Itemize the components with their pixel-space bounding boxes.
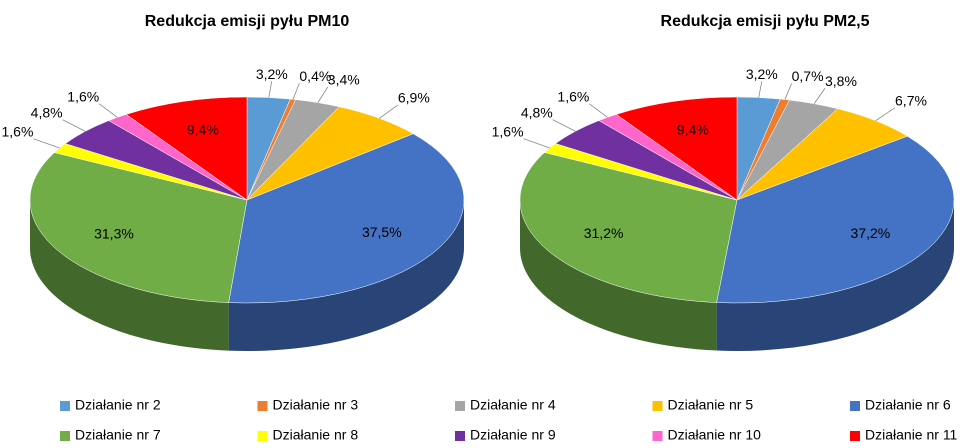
- leader-line: [98, 103, 118, 118]
- pie-slice: [716, 135, 955, 304]
- legend-label: Działanie nr 7: [75, 427, 161, 443]
- pie-slice: [228, 133, 465, 304]
- data-label: 3,4%: [328, 72, 360, 88]
- data-label: 31,2%: [584, 225, 624, 241]
- data-label: 31,3%: [94, 226, 134, 242]
- legend-label: Działanie nr 5: [668, 397, 754, 413]
- data-label: 1,6%: [67, 89, 99, 105]
- chart-title: Redukcja emisji pyłu PM10: [145, 13, 350, 30]
- legend-swatch: [652, 401, 663, 411]
- pie-slice: [125, 96, 248, 201]
- leader-line: [523, 138, 550, 149]
- legend-label: Działanie nr 9: [470, 427, 556, 443]
- leader-line: [552, 119, 576, 132]
- data-label: 1,6%: [492, 123, 524, 139]
- pie-side: [520, 200, 717, 351]
- pie-side: [228, 200, 464, 351]
- data-label: 6,7%: [895, 92, 927, 108]
- pie-slice: [519, 152, 738, 303]
- legend-label: Działanie nr 3: [273, 397, 359, 413]
- pie-side: [716, 200, 954, 351]
- legend-swatch: [652, 431, 663, 441]
- data-label: 4,8%: [31, 104, 63, 120]
- legend-swatch: [257, 401, 268, 411]
- legend-swatch: [850, 401, 860, 411]
- leader-line: [758, 81, 763, 98]
- leader-line: [813, 88, 826, 104]
- leader-line: [784, 83, 792, 100]
- leader-line: [268, 81, 273, 98]
- pie-side: [30, 200, 229, 351]
- data-label: 4,8%: [521, 104, 553, 120]
- legend-label: Działanie nr 6: [865, 397, 951, 413]
- leader-line: [875, 107, 896, 122]
- legend-label: Działanie nr 4: [470, 397, 556, 413]
- data-label: 1,6%: [1, 123, 33, 139]
- legend-swatch: [850, 431, 860, 441]
- legend-label: Działanie nr 10: [668, 427, 762, 443]
- legend-label: Działanie nr 11: [865, 427, 958, 443]
- data-label: 3,8%: [825, 73, 857, 89]
- legend-swatch: [60, 431, 70, 441]
- data-label: 1,6%: [557, 88, 589, 104]
- data-label: 6,9%: [398, 90, 430, 106]
- legend-label: Działanie nr 2: [75, 397, 161, 413]
- legend-swatch: [455, 431, 465, 441]
- pie-slice: [615, 96, 738, 201]
- leader-line: [589, 103, 608, 118]
- data-label: 37,5%: [362, 224, 402, 240]
- pie-slice: [29, 152, 248, 303]
- data-label: 9,4%: [677, 122, 709, 138]
- leader-line: [62, 119, 86, 132]
- leader-line: [379, 104, 399, 119]
- legend-swatch: [60, 401, 70, 411]
- data-label: 0,7%: [792, 68, 824, 84]
- legend-swatch: [455, 401, 465, 411]
- leader-line: [317, 86, 329, 103]
- data-label: 3,2%: [746, 66, 778, 82]
- data-label: 9,4%: [187, 122, 219, 138]
- data-label: 3,2%: [256, 66, 288, 82]
- leader-line: [292, 83, 300, 100]
- legend-swatch: [257, 431, 268, 441]
- leader-line: [33, 138, 60, 149]
- legend-label: Działanie nr 8: [273, 427, 359, 443]
- data-label: 37,2%: [851, 225, 891, 241]
- chart-title: Redukcja emisji pyłu PM2,5: [661, 13, 870, 30]
- data-label: 0,4%: [299, 68, 331, 84]
